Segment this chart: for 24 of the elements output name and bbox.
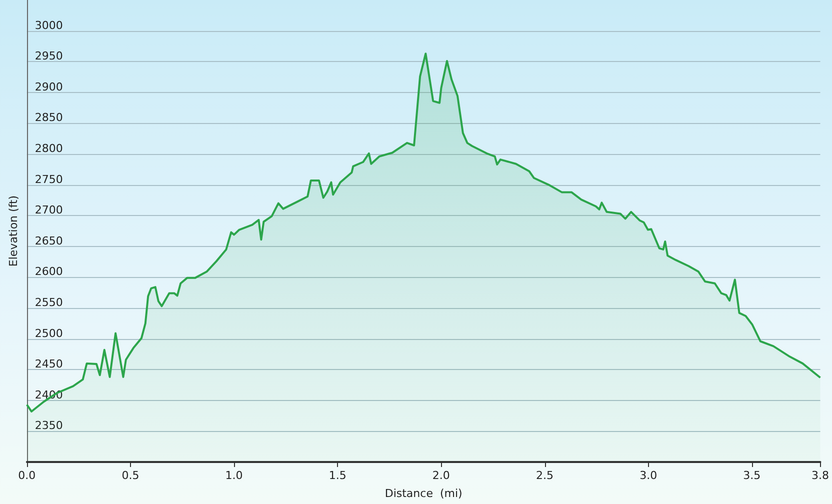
y-tick-label: 2800 [34,142,63,155]
y-tick-label: 2600 [34,265,63,278]
x-tick-label: 0.0 [18,469,36,482]
y-axis-title: Elevation (ft) [7,195,20,267]
y-tick-label: 2750 [34,172,63,186]
x-tick-label: 1.5 [328,469,346,482]
y-tick-label: 2700 [34,204,63,217]
x-axis-title: Distance (mi) [384,487,462,500]
y-tick-label: 3000 [34,18,63,32]
x-tick-label: 3.0 [640,469,658,482]
x-tick-label: 3.5 [743,469,761,482]
x-tick-label: 2.5 [536,469,554,482]
y-tick-label: 2550 [34,296,63,309]
y-tick-label: 2500 [34,326,63,340]
y-tick-label: 2850 [34,111,63,124]
y-tick-label: 2900 [34,80,63,94]
x-tick-label: 1.0 [225,469,243,482]
y-tick-label: 2950 [34,50,63,63]
y-tick-label: 2450 [34,358,63,371]
y-tick-label: 2650 [34,234,63,248]
x-tick-label: 2.0 [432,469,450,482]
x-tick-label: 0.5 [122,469,140,482]
y-tick-label: 2350 [34,419,63,432]
x-tick-label: 3.8 [812,469,830,482]
